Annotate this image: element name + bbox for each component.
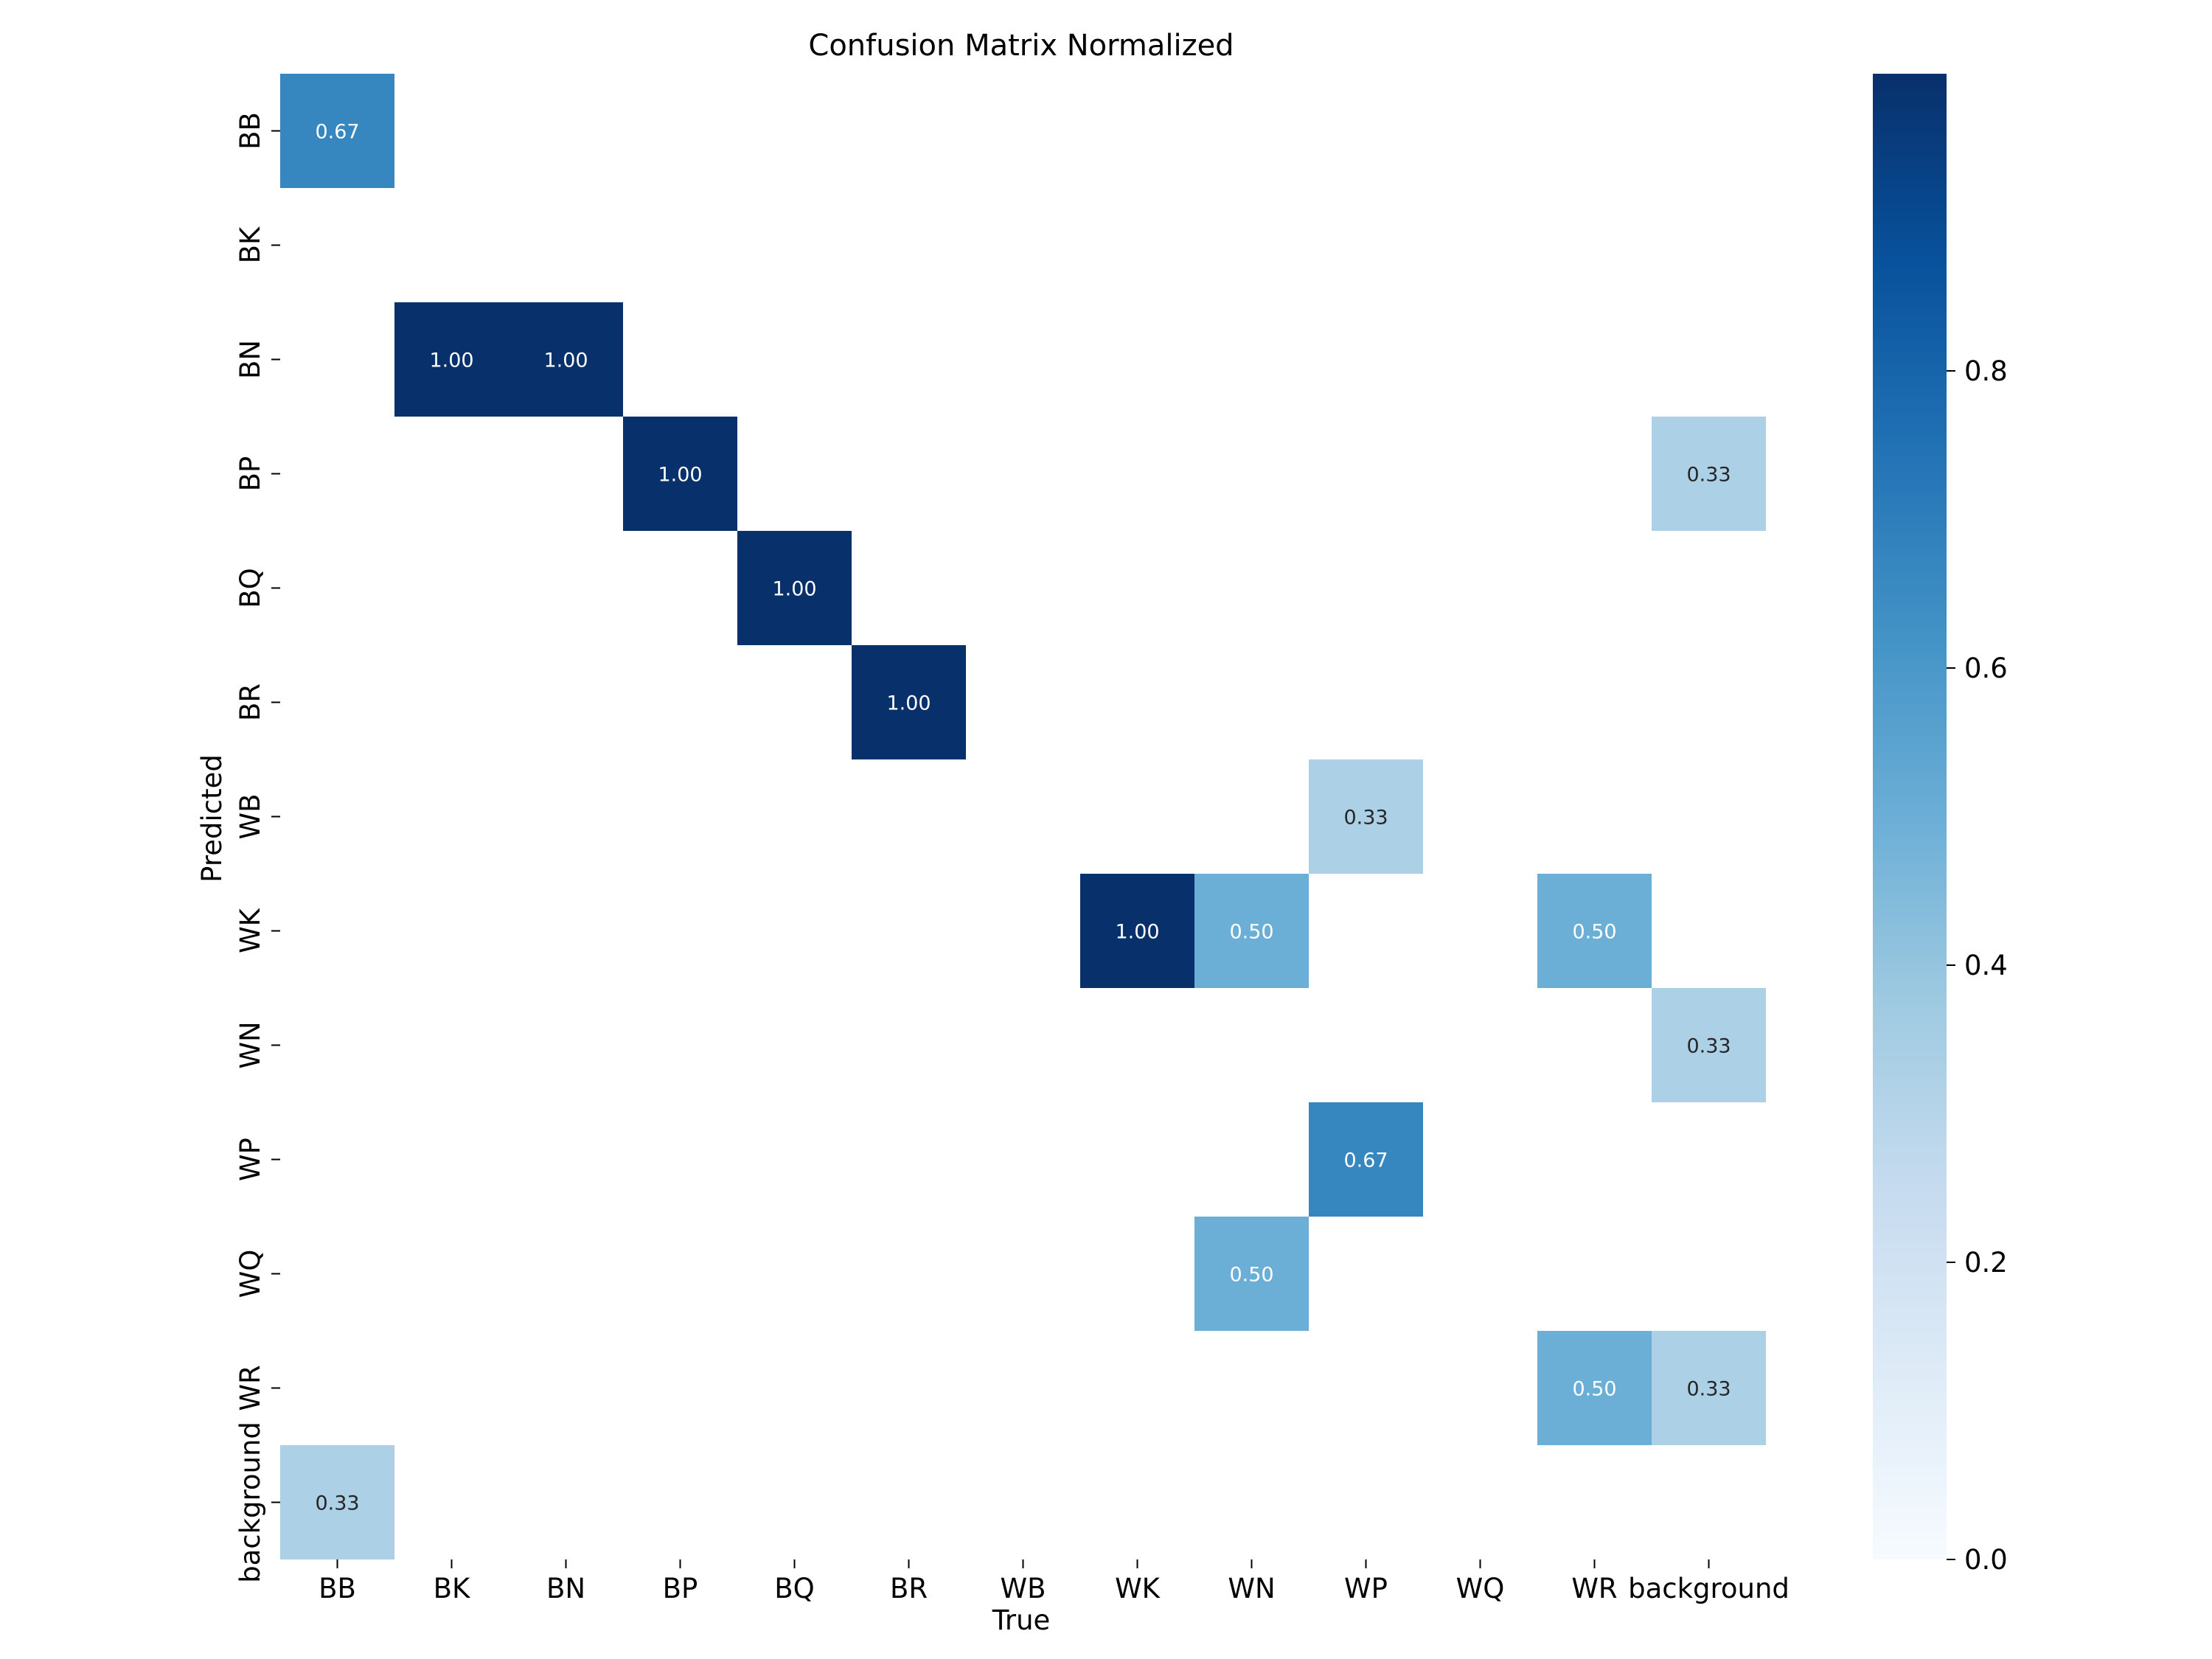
colorbar-tick-label: 0.8 [1964, 355, 2008, 387]
heatmap-cell [280, 74, 394, 188]
x-tick-label: background [1628, 1573, 1790, 1604]
x-axis-label: True [992, 1604, 1051, 1636]
cell-value-label: 1.00 [772, 578, 816, 601]
x-tick-label: WP [1344, 1573, 1388, 1604]
colorbar-tick-label: 0.2 [1964, 1247, 2008, 1279]
cell-value-label: 0.33 [1686, 1378, 1731, 1401]
heatmap-cells: 0.67 1.00 1.00 1.00 0.33 1.00 1.00 0.33 1.00 0.50… [280, 74, 1766, 1559]
cell-value-label: 1.00 [1115, 921, 1159, 944]
cell-value-label: 0.67 [315, 121, 359, 144]
heatmap-cell [394, 302, 509, 417]
cell-value-label: 0.50 [1572, 921, 1616, 944]
x-tick-label: WB [1001, 1573, 1046, 1604]
chart-title: Confusion Matrix Normalized [808, 29, 1234, 63]
heatmap-cell [509, 302, 623, 417]
x-tick-label: WN [1228, 1573, 1275, 1604]
colorbar [1873, 74, 1947, 1559]
heatmap-cell [1537, 1331, 1652, 1445]
cell-value-label: 0.50 [1229, 1264, 1273, 1287]
cell-value-label: 0.33 [1343, 807, 1388, 830]
heatmap-cell [1194, 874, 1309, 988]
y-tick-label: WN [234, 1021, 266, 1068]
y-tick-label: BB [234, 112, 266, 150]
heatmap-cell [1652, 417, 1766, 531]
heatmap-cell [623, 417, 737, 531]
y-tick-label: BR [234, 684, 266, 721]
y-tick-label: WR [234, 1365, 266, 1411]
x-tick-label: WK [1115, 1573, 1161, 1604]
y-tick-label: BK [234, 226, 266, 263]
y-tick-label: BP [234, 456, 266, 492]
x-tick-label: BR [890, 1573, 928, 1604]
heatmap-cell [1652, 988, 1766, 1102]
y-axis-label: Predicted [196, 754, 228, 883]
heatmap-cell [852, 645, 966, 759]
y-axis-ticks: BB BK BN BP BQ BR WB WK WN WP WQ WR background [234, 112, 280, 1583]
heatmap-cell [1309, 759, 1423, 874]
heatmap-cell [1537, 874, 1652, 988]
heatmap-cell [1194, 1217, 1309, 1331]
colorbar-tick-label: 0.6 [1964, 653, 2008, 684]
cell-value-label: 0.33 [315, 1492, 359, 1515]
cell-value-label: 1.00 [658, 464, 702, 487]
x-axis-ticks: BB BK BN BP BQ BR WB WK WN WP WQ WR background [319, 1559, 1790, 1604]
y-tick-label: BQ [234, 568, 266, 608]
colorbar-tick-label: 0.4 [1964, 950, 2008, 981]
cell-value-label: 1.00 [543, 349, 588, 372]
x-tick-label: BP [663, 1573, 698, 1604]
y-tick-label: WB [234, 794, 266, 840]
cell-value-label: 1.00 [429, 349, 473, 372]
cell-value-label: 0.50 [1229, 921, 1273, 944]
heatmap-cell [1652, 1331, 1766, 1445]
x-tick-label: BQ [774, 1573, 815, 1604]
cell-value-label: 0.33 [1686, 1035, 1731, 1058]
colorbar-tick-label: 0.0 [1964, 1544, 2008, 1576]
x-tick-label: WQ [1456, 1573, 1505, 1604]
x-tick-label: WR [1571, 1573, 1617, 1604]
cell-value-label: 0.67 [1343, 1150, 1388, 1172]
x-tick-label: BK [434, 1573, 471, 1604]
colorbar-ticks: 0.0 0.2 0.4 0.6 0.8 [1947, 355, 2008, 1576]
heatmap-cell [737, 531, 852, 645]
y-tick-label: BN [234, 340, 266, 379]
x-tick-label: BB [319, 1573, 356, 1604]
heatmap-cell [1309, 1102, 1423, 1217]
heatmap-cell [1080, 874, 1194, 988]
y-tick-label: WP [234, 1138, 266, 1181]
y-tick-label: WK [234, 907, 266, 953]
y-tick-label: WQ [234, 1250, 266, 1298]
cell-value-label: 1.00 [886, 692, 931, 715]
y-tick-label: background [234, 1422, 266, 1583]
x-tick-label: BN [546, 1573, 585, 1604]
heatmap-cell [280, 1445, 394, 1559]
cell-value-label: 0.33 [1686, 464, 1731, 487]
cell-value-label: 0.50 [1572, 1378, 1616, 1401]
